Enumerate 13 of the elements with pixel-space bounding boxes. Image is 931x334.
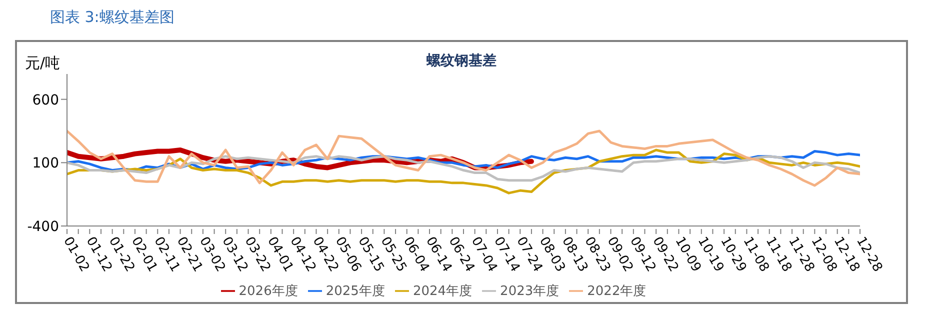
y-tick-label: -400 xyxy=(27,218,59,235)
legend-label: 2022年度 xyxy=(587,284,646,299)
y-tick-label: 100 xyxy=(32,156,59,172)
legend-label: 2025年度 xyxy=(326,284,385,299)
legend-label: 2023年度 xyxy=(500,284,560,299)
chart-subtitle: 图表 3:螺纹基差图 xyxy=(50,8,174,27)
legend-label: 2024年度 xyxy=(412,284,472,299)
legend-label: 2026年度 xyxy=(238,284,298,299)
y-tick-label: 600 xyxy=(32,92,59,108)
y-axis-title: 元/吨 xyxy=(25,54,60,73)
chart-title: 螺纹钢基差 xyxy=(426,53,496,69)
line-series xyxy=(67,155,860,182)
line-series xyxy=(67,130,860,187)
